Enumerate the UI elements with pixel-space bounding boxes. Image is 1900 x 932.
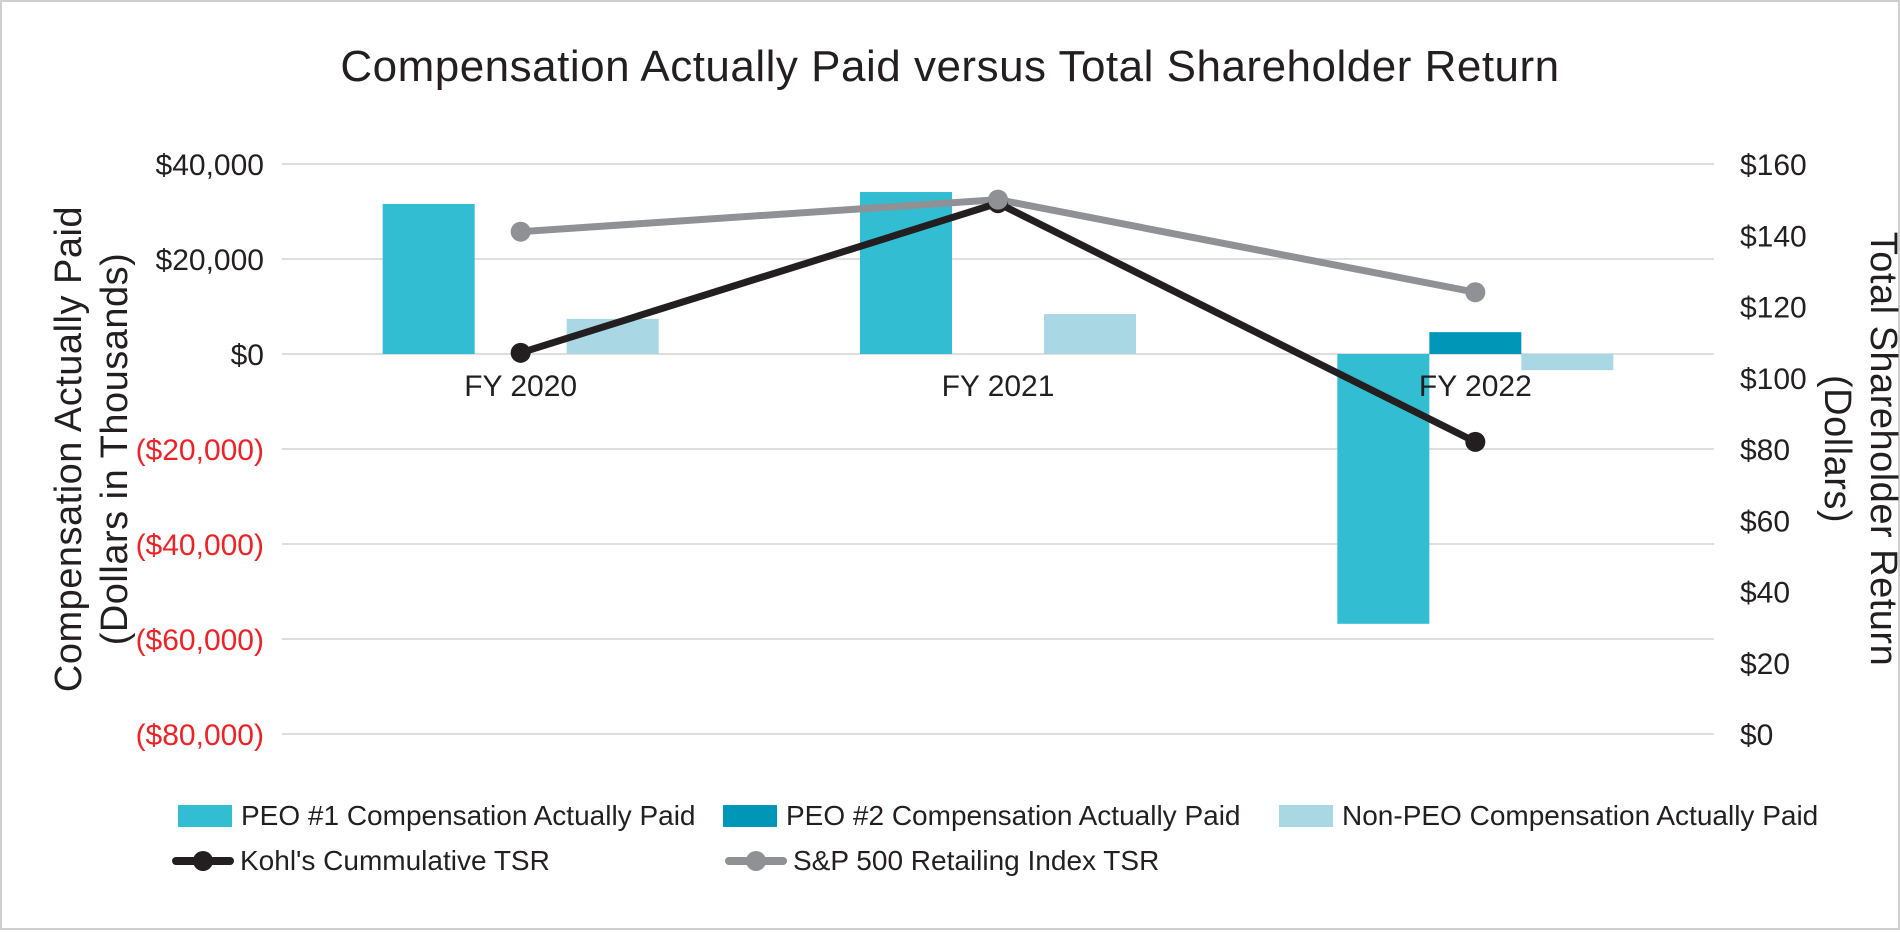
line-sp500 [520,196,1477,296]
x-label-fy-2021: FY 2021 [942,370,1055,403]
legend-swatch-peo1 [178,805,232,827]
right-axis-tick--0: $0 [1740,719,1773,752]
legend-item-peo-1-compensation-actually-paid: PEO #1 Compensation Actually Paid [178,800,696,831]
right-axis-tick--160: $160 [1740,149,1807,182]
left-axis-tick--0: $0 [231,339,264,372]
right-axis-tick--20: $20 [1740,648,1790,681]
legend-swatch-kohls [172,846,234,876]
bar-nonpeo-fy-2022 [1521,354,1614,371]
legend-item-non-peo-compensation-actually-paid: Non-PEO Compensation Actually Paid [1279,800,1819,831]
bar-nonpeo-fy-2021 [1044,314,1136,354]
left-axis-tick--80-000-: ($80,000) [136,719,264,752]
legend-label-kohl-s-cummulative-tsr: Kohl's Cummulative TSR [240,845,550,876]
right-axis-tick--80: $80 [1740,434,1790,467]
line-kohls [519,199,1477,446]
legend-swatch-sp500 [725,846,787,876]
legend-label-peo-2-compensation-actually-paid: PEO #2 Compensation Actually Paid [786,800,1241,831]
legend-item-peo-2-compensation-actually-paid: PEO #2 Compensation Actually Paid [723,800,1241,831]
bar-peo1-fy-2021 [860,192,952,354]
right-axis-tick--140: $140 [1740,220,1807,253]
bar-peo2-fy-2022 [1429,332,1522,354]
left-axis-tick--20-000: $20,000 [156,244,264,277]
legend-label-s-p-500-retailing-index-tsr: S&P 500 Retailing Index TSR [793,845,1160,876]
legend-label-peo-1-compensation-actually-paid: PEO #1 Compensation Actually Paid [241,800,696,831]
right-axis-tick--40: $40 [1740,577,1790,610]
right-axis-tick--120: $120 [1740,292,1807,325]
left-axis-tick--40-000-: ($40,000) [136,529,264,562]
marker-sp500-fy-2021 [988,189,1008,210]
marker-sp500-fy-2022 [1465,282,1486,303]
legend-swatch-nonpeo [1279,805,1333,827]
legend-item-kohl-s-cummulative-tsr: Kohl's Cummulative TSR [172,845,550,876]
x-label-fy-2022: FY 2022 [1419,370,1532,403]
x-label-fy-2020: FY 2020 [464,370,577,403]
chart-title: Compensation Actually Paid versus Total … [340,42,1560,91]
marker-kohls-fy-2022 [1465,431,1486,452]
legend-item-s-p-500-retailing-index-tsr: S&P 500 Retailing Index TSR [725,845,1160,876]
legend-label-non-peo-compensation-actually-paid: Non-PEO Compensation Actually Paid [1342,800,1819,831]
bar-peo1-fy-2020 [382,203,475,354]
left-axis-tick--60-000-: ($60,000) [136,624,264,657]
left-axis-tick--40-000: $40,000 [156,149,264,182]
left-axis-tick--20-000-: ($20,000) [136,434,264,467]
marker-sp500-fy-2020 [510,221,531,242]
right-axis-tick--60: $60 [1740,505,1790,538]
marker-kohls-fy-2020 [510,342,531,363]
legend-swatch-peo2 [723,805,777,827]
right-axis-tick--100: $100 [1740,363,1807,396]
